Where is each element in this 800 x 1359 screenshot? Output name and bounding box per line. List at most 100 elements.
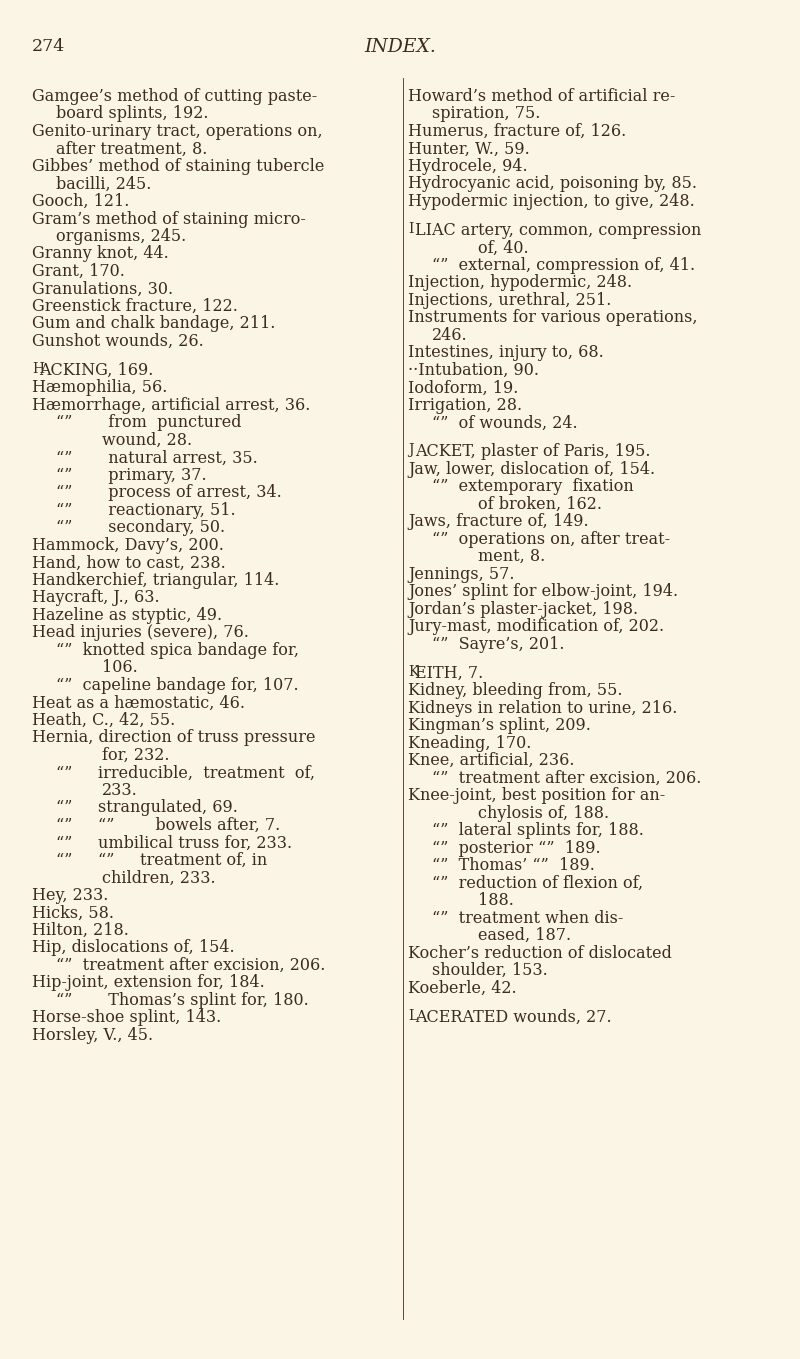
Text: children, 233.: children, 233. (102, 870, 216, 886)
Text: “”  Sayre’s, 201.: “” Sayre’s, 201. (432, 636, 565, 652)
Text: “”  Thomas’ “”  189.: “” Thomas’ “” 189. (432, 858, 595, 874)
Text: Knee, artificial, 236.: Knee, artificial, 236. (408, 752, 574, 769)
Text: “”  posterior “”  189.: “” posterior “” 189. (432, 840, 601, 856)
Text: Kingman’s splint, 209.: Kingman’s splint, 209. (408, 718, 591, 734)
Text: Granulations, 30.: Granulations, 30. (32, 280, 173, 298)
Text: eased, 187.: eased, 187. (478, 927, 571, 945)
Text: Humerus, fracture of, 126.: Humerus, fracture of, 126. (408, 124, 626, 140)
Text: “”     strangulated, 69.: “” strangulated, 69. (56, 799, 238, 817)
Text: ACERATED wounds, 27.: ACERATED wounds, 27. (415, 1008, 612, 1026)
Text: Kocher’s reduction of dislocated: Kocher’s reduction of dislocated (408, 945, 672, 962)
Text: “”  of wounds, 24.: “” of wounds, 24. (432, 414, 578, 431)
Text: L: L (408, 1008, 418, 1022)
Text: Knee-joint, best position for an-: Knee-joint, best position for an- (408, 787, 666, 805)
Text: Iodoform, 19.: Iodoform, 19. (408, 379, 518, 397)
Text: Heath, C., 42, 55.: Heath, C., 42, 55. (32, 712, 175, 728)
Text: “”  reduction of flexion of,: “” reduction of flexion of, (432, 875, 643, 892)
Text: Intestines, injury to, 68.: Intestines, injury to, 68. (408, 344, 604, 361)
Text: Jaws, fracture of, 149.: Jaws, fracture of, 149. (408, 514, 589, 530)
Text: 246.: 246. (432, 328, 468, 344)
Text: “”     “”        bowels after, 7.: “” “” bowels after, 7. (56, 817, 280, 834)
Text: Grant, 170.: Grant, 170. (32, 264, 125, 280)
Text: ACKET, plaster of Paris, 195.: ACKET, plaster of Paris, 195. (415, 443, 650, 461)
Text: Koeberle, 42.: Koeberle, 42. (408, 980, 517, 996)
Text: Hip, dislocations of, 154.: Hip, dislocations of, 154. (32, 939, 234, 957)
Text: “”  knotted spica bandage for,: “” knotted spica bandage for, (56, 641, 299, 659)
Text: “”  external, compression of, 41.: “” external, compression of, 41. (432, 257, 695, 275)
Text: Genito-urinary tract, operations on,: Genito-urinary tract, operations on, (32, 124, 322, 140)
Text: Jordan’s plaster-jacket, 198.: Jordan’s plaster-jacket, 198. (408, 601, 638, 618)
Text: 188.: 188. (478, 892, 514, 909)
Text: 274: 274 (32, 38, 66, 54)
Text: Injection, hypodermic, 248.: Injection, hypodermic, 248. (408, 275, 632, 291)
Text: “”     irreducible,  treatment  of,: “” irreducible, treatment of, (56, 764, 315, 781)
Text: Hydrocyanic acid, poisoning by, 85.: Hydrocyanic acid, poisoning by, 85. (408, 175, 697, 193)
Text: for, 232.: for, 232. (102, 747, 170, 764)
Text: EITH, 7.: EITH, 7. (415, 665, 483, 682)
Text: board splints, 192.: board splints, 192. (56, 106, 209, 122)
Text: Jones’ splint for elbow-joint, 194.: Jones’ splint for elbow-joint, 194. (408, 583, 678, 601)
Text: spiration, 75.: spiration, 75. (432, 106, 540, 122)
Text: Gram’s method of staining micro-: Gram’s method of staining micro- (32, 211, 306, 227)
Text: Horsley, V., 45.: Horsley, V., 45. (32, 1027, 153, 1044)
Text: Hæmorrhage, artificial arrest, 36.: Hæmorrhage, artificial arrest, 36. (32, 397, 310, 414)
Text: Gibbes’ method of staining tubercle: Gibbes’ method of staining tubercle (32, 158, 324, 175)
Text: ACKING, 169.: ACKING, 169. (39, 361, 154, 379)
Text: “”       Thomas’s splint for, 180.: “” Thomas’s splint for, 180. (56, 992, 309, 1008)
Text: “”       from  punctured: “” from punctured (56, 414, 242, 431)
Text: Kidney, bleeding from, 55.: Kidney, bleeding from, 55. (408, 682, 622, 699)
Text: “”  operations on, after treat-: “” operations on, after treat- (432, 531, 670, 548)
Text: “”       natural arrest, 35.: “” natural arrest, 35. (56, 450, 258, 466)
Text: “”       primary, 37.: “” primary, 37. (56, 467, 206, 484)
Text: Haycraft, J., 63.: Haycraft, J., 63. (32, 590, 160, 606)
Text: Hydrocele, 94.: Hydrocele, 94. (408, 158, 528, 175)
Text: “”       reactionary, 51.: “” reactionary, 51. (56, 501, 236, 519)
Text: “”  treatment when dis-: “” treatment when dis- (432, 909, 623, 927)
Text: of, 40.: of, 40. (478, 239, 529, 257)
Text: Injections, urethral, 251.: Injections, urethral, 251. (408, 292, 611, 308)
Text: I: I (408, 222, 414, 236)
Text: J: J (408, 443, 414, 457)
Text: INDEX.: INDEX. (364, 38, 436, 56)
Text: “”  lateral splints for, 188.: “” lateral splints for, 188. (432, 822, 644, 839)
Text: “”  capeline bandage for, 107.: “” capeline bandage for, 107. (56, 677, 298, 694)
Text: Instruments for various operations,: Instruments for various operations, (408, 310, 698, 326)
Text: of broken, 162.: of broken, 162. (478, 496, 602, 512)
Text: Kidneys in relation to urine, 216.: Kidneys in relation to urine, 216. (408, 700, 678, 716)
Text: LIAC artery, common, compression: LIAC artery, common, compression (415, 222, 702, 239)
Text: “”     “”     treatment of, in: “” “” treatment of, in (56, 852, 267, 868)
Text: Hammock, Davy’s, 200.: Hammock, Davy’s, 200. (32, 537, 224, 554)
Text: “”     umbilical truss for, 233.: “” umbilical truss for, 233. (56, 834, 292, 851)
Text: bacilli, 245.: bacilli, 245. (56, 175, 151, 193)
Text: shoulder, 153.: shoulder, 153. (432, 962, 548, 978)
Text: H: H (32, 361, 44, 376)
Text: Hunter, W., 59.: Hunter, W., 59. (408, 140, 530, 158)
Text: Heat as a hæmostatic, 46.: Heat as a hæmostatic, 46. (32, 694, 245, 711)
Text: Irrigation, 28.: Irrigation, 28. (408, 397, 522, 414)
Text: Gooch, 121.: Gooch, 121. (32, 193, 130, 211)
Text: Jury-mast, modification of, 202.: Jury-mast, modification of, 202. (408, 618, 664, 635)
Text: Hand, how to cast, 238.: Hand, how to cast, 238. (32, 554, 226, 571)
Text: “”       process of arrest, 34.: “” process of arrest, 34. (56, 484, 282, 501)
Text: organisms, 245.: organisms, 245. (56, 228, 186, 245)
Text: Granny knot, 44.: Granny knot, 44. (32, 246, 169, 262)
Text: 233.: 233. (102, 781, 138, 799)
Text: K: K (408, 665, 418, 678)
Text: “”  extemporary  fixation: “” extemporary fixation (432, 478, 634, 495)
Text: chylosis of, 188.: chylosis of, 188. (478, 805, 609, 822)
Text: Hæmophilia, 56.: Hæmophilia, 56. (32, 379, 167, 397)
Text: Jennings, 57.: Jennings, 57. (408, 565, 514, 583)
Text: “”       secondary, 50.: “” secondary, 50. (56, 519, 225, 537)
Text: Hey, 233.: Hey, 233. (32, 887, 108, 904)
Text: “”  treatment after excision, 206.: “” treatment after excision, 206. (432, 769, 702, 787)
Text: Hip-joint, extension for, 184.: Hip-joint, extension for, 184. (32, 974, 265, 991)
Text: Hazeline as styptic, 49.: Hazeline as styptic, 49. (32, 607, 222, 624)
Text: Hicks, 58.: Hicks, 58. (32, 904, 114, 921)
Text: ment, 8.: ment, 8. (478, 548, 546, 565)
Text: Hernia, direction of truss pressure: Hernia, direction of truss pressure (32, 730, 315, 746)
Text: “”  treatment after excision, 206.: “” treatment after excision, 206. (56, 957, 326, 974)
Text: wound, 28.: wound, 28. (102, 432, 192, 448)
Text: Horse-shoe splint, 143.: Horse-shoe splint, 143. (32, 1010, 222, 1026)
Text: Handkerchief, triangular, 114.: Handkerchief, triangular, 114. (32, 572, 279, 588)
Text: Gum and chalk bandage, 211.: Gum and chalk bandage, 211. (32, 315, 275, 333)
